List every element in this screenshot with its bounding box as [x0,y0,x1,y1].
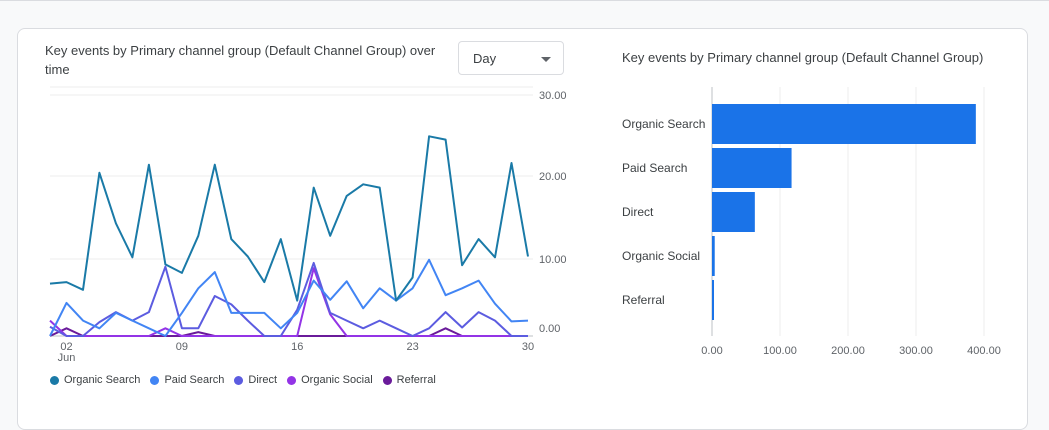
bar [712,236,715,276]
x-tick-label: 02 [60,341,72,353]
x-tick-label: 09 [176,341,188,353]
y-tick-label: 10.00 [539,254,567,266]
y-tick-label: 0.00 [539,323,560,335]
bar-chart-title: Key events by Primary channel group (Def… [622,50,984,65]
category-label: Organic Search [622,117,705,131]
chevron-down-icon [541,57,551,62]
y-tick-label: 30.00 [539,90,567,102]
x-tick-label: 100.00 [763,345,797,357]
category-label: Referral [622,293,665,307]
legend-item[interactable]: Paid Search [150,374,224,386]
bar [712,104,976,144]
legend-label: Organic Search [64,374,141,386]
legend-marker [150,375,160,385]
legend-label: Direct [248,374,278,386]
x-tick-label: 23 [406,341,418,353]
legend-item[interactable]: Organic Social [287,374,373,386]
granularity-value: Day [473,51,497,66]
bar [712,280,714,320]
category-label: Paid Search [622,161,687,175]
bar-chart: 0.00 100.00 200.00 300.00 400.00 Organic Sear… [622,87,1001,357]
category-label: Direct [622,205,654,219]
line-chart-legend: Organic Search Paid Search Direct Organic S… [50,374,436,386]
legend-item[interactable]: Organic Search [50,374,140,386]
legend-label: Organic Social [301,374,373,386]
series-line-organic-search [49,135,529,302]
legend-label: Paid Search [164,374,225,386]
legend-label: Referral [396,374,436,386]
legend-item[interactable]: Direct [234,374,277,386]
top-divider [0,0,1049,1]
legend-marker [50,375,59,385]
legend-marker [234,375,244,385]
legend-marker [287,375,297,385]
x-tick-label: 300.00 [899,345,933,357]
category-label: Organic Social [622,249,700,263]
x-tick-label: 400.00 [967,345,1001,357]
y-tick-label: 20.00 [539,171,567,183]
x-tick-label: 0.00 [701,345,722,357]
granularity-dropdown[interactable]: Day [458,41,564,75]
bar [712,192,755,232]
x-tick-label: 16 [291,341,303,353]
series-line-organic-social [49,267,528,337]
x-tick-label: 200.00 [831,345,865,357]
series-line-paid-search [49,258,529,337]
x-tick-label: 30 [522,341,534,353]
legend-marker [382,375,392,385]
bar [712,148,792,188]
legend-item[interactable]: Referral [382,374,436,386]
x-tick-label: Jun [58,352,76,364]
line-chart-title: Key events by Primary channel group (Def… [45,43,436,77]
